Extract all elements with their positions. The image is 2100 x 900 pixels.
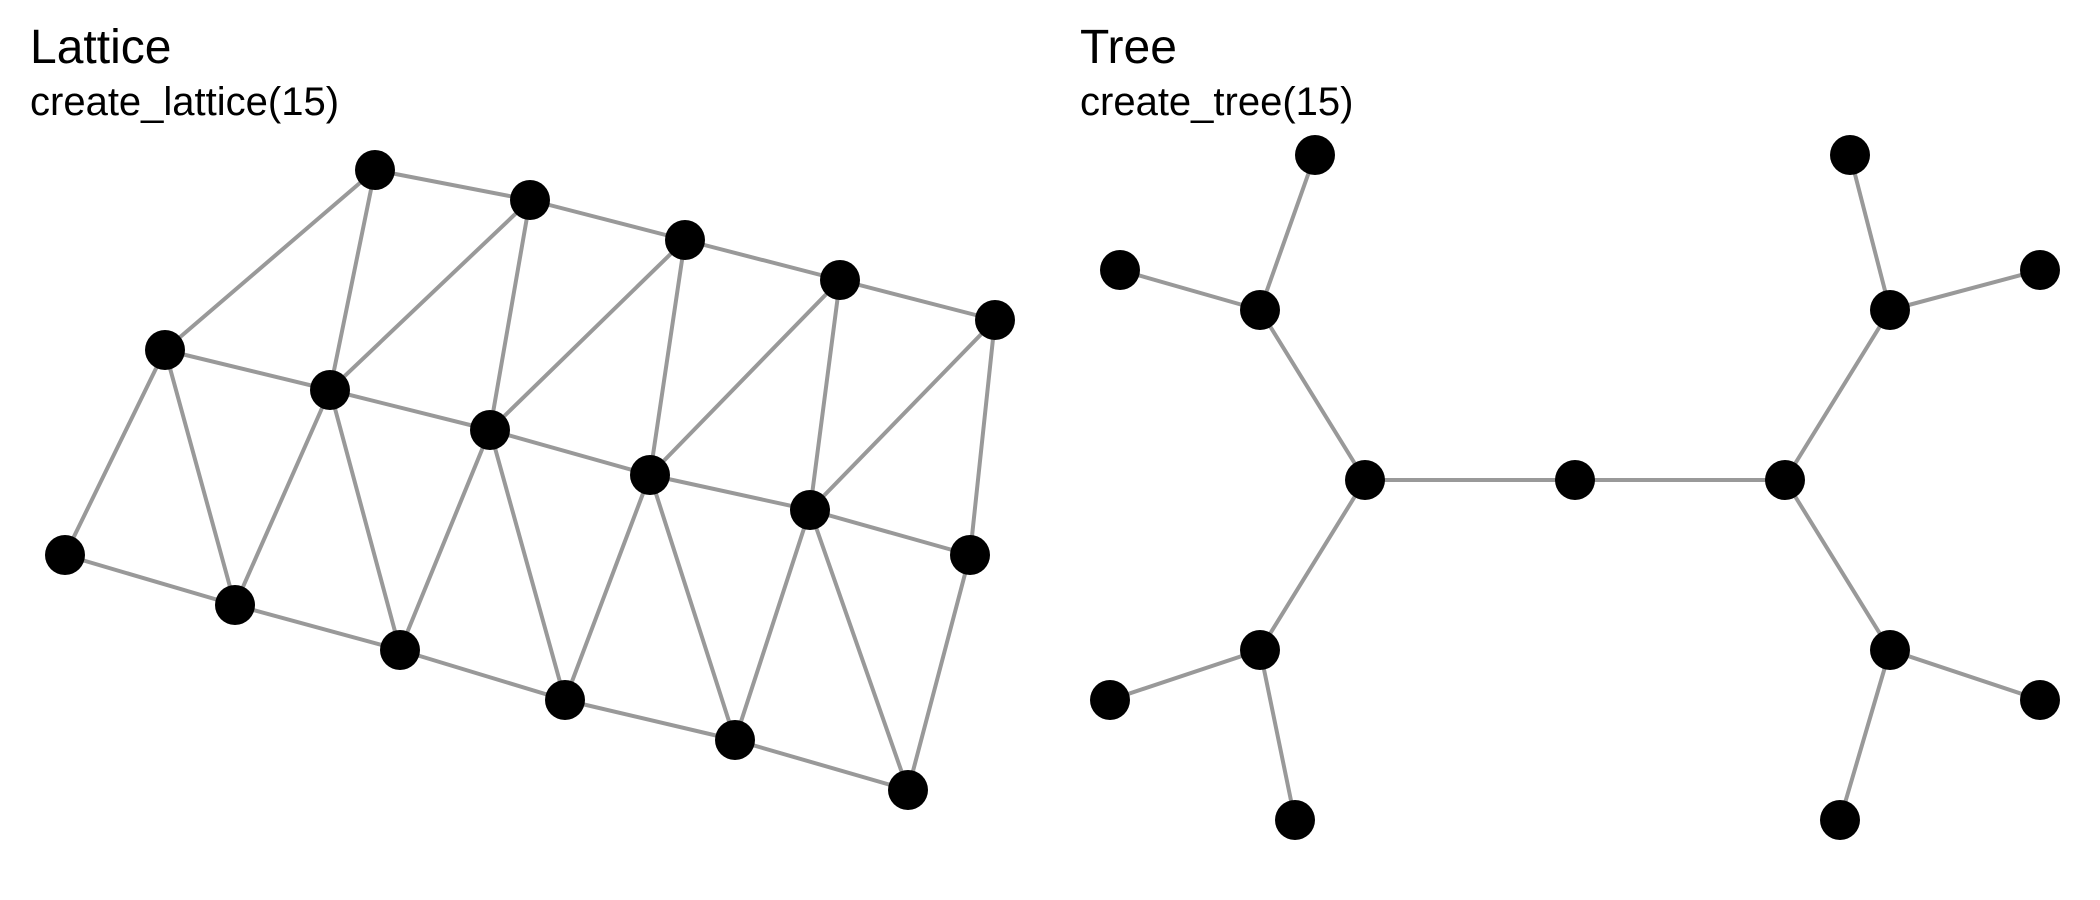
graph-edge: [65, 350, 165, 555]
graph-node: [310, 370, 350, 410]
graph-edge: [530, 200, 685, 240]
graph-node: [790, 490, 830, 530]
graph-node: [45, 535, 85, 575]
graph-node: [510, 180, 550, 220]
graph-edge: [1890, 650, 2040, 700]
graph-edge: [1260, 310, 1365, 480]
graph-edge: [810, 320, 995, 510]
lattice-svg: [0, 0, 1050, 900]
graph-edge: [235, 605, 400, 650]
graph-edge: [565, 700, 735, 740]
graph-edge: [1785, 480, 1890, 650]
graph-node: [2020, 680, 2060, 720]
graph-edge: [565, 475, 650, 700]
graph-node: [1830, 135, 1870, 175]
graph-edge: [650, 240, 685, 475]
graph-node: [1240, 630, 1280, 670]
graph-edge: [735, 740, 908, 790]
graph-node: [630, 455, 670, 495]
graph-edge: [330, 390, 490, 430]
graph-edge: [1260, 155, 1315, 310]
graph-edge: [650, 475, 810, 510]
graph-edge: [165, 350, 330, 390]
graph-edge: [650, 280, 840, 475]
graph-node: [1765, 460, 1805, 500]
graph-edge: [1260, 480, 1365, 650]
graph-edge: [840, 280, 995, 320]
graph-edge: [810, 510, 970, 555]
graph-edge: [400, 650, 565, 700]
graph-node: [1555, 460, 1595, 500]
graph-node: [1240, 290, 1280, 330]
graph-edge: [1120, 270, 1260, 310]
graph-node: [1275, 800, 1315, 840]
graph-edge: [1850, 155, 1890, 310]
graph-edge: [908, 555, 970, 790]
graph-node: [950, 535, 990, 575]
graph-node: [975, 300, 1015, 340]
graph-edge: [490, 430, 565, 700]
graph-node: [1870, 630, 1910, 670]
graph-edge: [490, 430, 650, 475]
graph-edge: [1890, 270, 2040, 310]
graph-node: [1870, 290, 1910, 330]
graph-edge: [330, 390, 400, 650]
graph-node: [1090, 680, 1130, 720]
tree-svg: [1050, 0, 2100, 900]
graph-edge: [235, 390, 330, 605]
graph-node: [545, 680, 585, 720]
graph-node: [820, 260, 860, 300]
graph-edge: [1260, 650, 1295, 820]
graph-node: [665, 220, 705, 260]
graph-node: [715, 720, 755, 760]
graph-edge: [1785, 310, 1890, 480]
graph-node: [380, 630, 420, 670]
graph-node: [145, 330, 185, 370]
lattice-panel: Lattice create_lattice(15): [0, 0, 1050, 900]
graph-node: [1345, 460, 1385, 500]
graph-edge: [1840, 650, 1890, 820]
graph-node: [1100, 250, 1140, 290]
graph-node: [1820, 800, 1860, 840]
graph-edge: [970, 320, 995, 555]
graph-edge: [375, 170, 530, 200]
graph-node: [215, 585, 255, 625]
graph-node: [888, 770, 928, 810]
graph-edge: [810, 280, 840, 510]
graph-edge: [165, 350, 235, 605]
graph-node: [470, 410, 510, 450]
graph-edge: [400, 430, 490, 650]
graph-node: [355, 150, 395, 190]
graph-edge: [735, 510, 810, 740]
graph-node: [1295, 135, 1335, 175]
tree-panel: Tree create_tree(15): [1050, 0, 2100, 900]
graph-node: [2020, 250, 2060, 290]
graph-edge: [650, 475, 735, 740]
graph-edge: [810, 510, 908, 790]
graph-edge: [685, 240, 840, 280]
graph-edge: [1110, 650, 1260, 700]
graph-edge: [65, 555, 235, 605]
